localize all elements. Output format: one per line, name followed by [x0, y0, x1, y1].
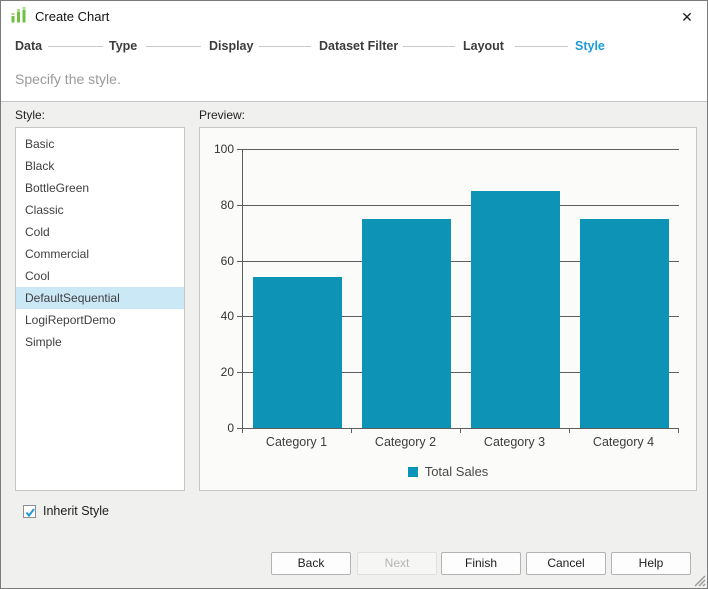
- style-list-label: Style:: [15, 108, 46, 122]
- y-tick-label: 40: [220, 309, 234, 324]
- step-connector: [259, 46, 311, 47]
- finish-button[interactable]: Finish: [441, 552, 521, 575]
- legend-series-name: Total Sales: [424, 464, 489, 479]
- style-list-item[interactable]: Cool: [25, 269, 50, 283]
- window-title: Create Chart: [35, 9, 110, 24]
- step-connector: [515, 46, 568, 47]
- bar-category-4: [580, 218, 669, 428]
- style-list-item[interactable]: Commercial: [25, 247, 90, 261]
- y-tick-mark: [237, 149, 242, 150]
- step-display[interactable]: Display: [209, 39, 254, 53]
- style-list-item[interactable]: Basic: [25, 137, 55, 151]
- step-connector: [48, 46, 103, 47]
- chart-bars-icon: [11, 7, 26, 23]
- subtitle-row: Specify the style.: [1, 59, 707, 102]
- x-tick-mark: [569, 429, 570, 433]
- y-tick-mark: [237, 428, 242, 429]
- title-bar: Create Chart ✕: [1, 1, 707, 32]
- step-dataset-filter[interactable]: Dataset Filter: [319, 39, 399, 53]
- step-data[interactable]: Data: [15, 39, 43, 53]
- style-list-item[interactable]: DefaultSequential: [16, 287, 184, 309]
- y-tick-mark: [237, 316, 242, 318]
- x-category-label: Category 2: [374, 435, 437, 449]
- back-button[interactable]: Back: [271, 552, 351, 575]
- style-list-item[interactable]: LogiReportDemo: [25, 313, 116, 327]
- gridline: [243, 260, 679, 262]
- gridline: [243, 372, 679, 374]
- gridline: [243, 316, 679, 318]
- step-connector: [403, 46, 455, 47]
- chart-plot-area: [242, 149, 679, 429]
- style-list-item[interactable]: Simple: [25, 335, 62, 349]
- help-button[interactable]: Help: [611, 552, 691, 575]
- inherit-style-option[interactable]: Inherit Style: [23, 504, 109, 518]
- wizard-steps: Data Type Display Dataset Filter Layout …: [1, 31, 707, 59]
- x-category-label: Category 3: [483, 435, 546, 449]
- x-category-label: Category 4: [592, 435, 655, 449]
- inherit-style-label: Inherit Style: [43, 504, 110, 518]
- y-tick-label: 60: [220, 253, 234, 268]
- style-list-item[interactable]: Cold: [25, 225, 50, 239]
- y-tick-label: 0: [227, 421, 234, 435]
- x-tick-mark: [351, 429, 352, 433]
- style-list-item[interactable]: Black: [25, 159, 55, 173]
- cancel-button[interactable]: Cancel: [526, 552, 606, 575]
- step-type[interactable]: Type: [109, 39, 138, 53]
- y-tick-label: 20: [220, 365, 234, 380]
- bar-category-1: [253, 277, 342, 428]
- y-tick-label: 100: [213, 142, 234, 156]
- resize-grip-icon[interactable]: [691, 572, 706, 587]
- checkmark-icon: [25, 507, 35, 517]
- preview-label: Preview:: [199, 108, 246, 122]
- style-list-item[interactable]: Classic: [25, 203, 64, 217]
- chart-legend: Total Sales: [200, 464, 696, 479]
- step-description: Specify the style.: [15, 71, 121, 87]
- next-button: Next: [357, 552, 437, 575]
- y-tick-label: 80: [220, 197, 234, 212]
- step-connector: [146, 46, 201, 47]
- y-tick-mark: [237, 372, 242, 374]
- step-style[interactable]: Style: [575, 39, 605, 53]
- inherit-style-checkbox[interactable]: [23, 504, 36, 518]
- y-tick-mark: [237, 260, 242, 262]
- style-list-item[interactable]: BottleGreen: [25, 181, 90, 195]
- gridline: [243, 204, 679, 206]
- y-tick-mark: [237, 204, 242, 206]
- x-tick-mark: [678, 429, 679, 433]
- x-tick-mark: [242, 429, 243, 433]
- x-category-label: Category 1: [265, 435, 328, 449]
- step-layout[interactable]: Layout: [463, 39, 504, 53]
- x-tick-mark: [460, 429, 461, 433]
- bar-category-2: [362, 218, 451, 428]
- close-icon[interactable]: ✕: [681, 9, 693, 25]
- gridline: [243, 149, 679, 150]
- legend-swatch: [407, 466, 418, 477]
- style-list[interactable]: Basic Black BottleGreen Classic Cold Commerci…: [15, 127, 185, 491]
- chart-preview: 0 20 40 60 80 100 Category 1 Category 2 Categor…: [199, 127, 697, 491]
- bar-category-3: [471, 190, 560, 428]
